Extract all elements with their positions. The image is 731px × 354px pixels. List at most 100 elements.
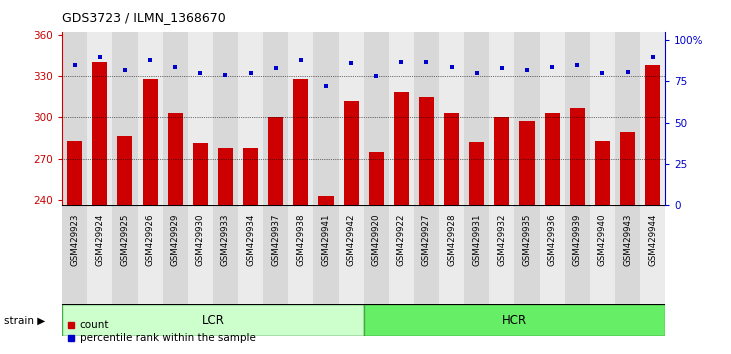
Bar [243, 148, 258, 205]
Text: GSM429933: GSM429933 [221, 213, 230, 266]
Bar [319, 196, 333, 205]
Text: GSM429922: GSM429922 [397, 213, 406, 266]
Bar [62, 205, 87, 304]
Bar [615, 32, 640, 205]
Bar [162, 32, 188, 205]
Bar [515, 32, 539, 205]
Bar [113, 32, 137, 205]
Bar [439, 205, 464, 304]
Text: GDS3723 / ILMN_1368670: GDS3723 / ILMN_1368670 [62, 11, 226, 24]
Text: GSM429930: GSM429930 [196, 213, 205, 266]
Bar [87, 32, 113, 205]
Bar [545, 113, 560, 205]
Bar [364, 32, 389, 205]
Bar [389, 205, 414, 304]
Bar [464, 205, 489, 304]
Bar [263, 205, 288, 304]
Bar [293, 79, 308, 205]
Bar [113, 205, 137, 304]
Bar [118, 137, 132, 205]
Text: GSM429924: GSM429924 [95, 213, 105, 266]
Bar [494, 117, 510, 205]
Bar [640, 205, 665, 304]
Bar [288, 205, 314, 304]
Legend: count, percentile rank within the sample: count, percentile rank within the sample [67, 320, 256, 343]
Bar [288, 32, 314, 205]
Bar [62, 304, 364, 336]
Bar [67, 141, 83, 205]
Bar [188, 32, 213, 205]
Bar [218, 148, 233, 205]
Bar [469, 142, 484, 205]
Bar [439, 32, 464, 205]
Text: GSM429928: GSM429928 [447, 213, 456, 266]
Bar [539, 32, 564, 205]
Bar [238, 205, 263, 304]
Text: GSM429940: GSM429940 [598, 213, 607, 266]
Bar [640, 32, 665, 205]
Bar [414, 32, 439, 205]
Bar [263, 32, 288, 205]
Text: GSM429926: GSM429926 [145, 213, 154, 266]
Bar [419, 97, 434, 205]
Text: GSM429932: GSM429932 [497, 213, 507, 266]
Bar [564, 205, 590, 304]
Bar [539, 205, 564, 304]
Text: GSM429923: GSM429923 [70, 213, 79, 266]
Text: GSM429944: GSM429944 [648, 213, 657, 266]
Bar [213, 205, 238, 304]
Text: GSM429925: GSM429925 [121, 213, 129, 266]
Bar [167, 113, 183, 205]
Text: GSM429937: GSM429937 [271, 213, 280, 266]
Text: LCR: LCR [202, 314, 224, 327]
Text: HCR: HCR [502, 314, 527, 327]
Bar [615, 205, 640, 304]
Bar [520, 121, 534, 205]
Bar [137, 32, 163, 205]
Bar [87, 205, 113, 304]
Bar [489, 32, 515, 205]
Bar [444, 113, 459, 205]
Bar [188, 205, 213, 304]
Bar [268, 117, 284, 205]
Bar [338, 205, 364, 304]
Text: GSM429931: GSM429931 [472, 213, 481, 266]
Bar [92, 62, 107, 205]
Bar [162, 205, 188, 304]
Text: GSM429936: GSM429936 [548, 213, 556, 266]
Bar [238, 32, 263, 205]
Bar [590, 32, 615, 205]
Text: GSM429939: GSM429939 [573, 213, 582, 266]
Bar [314, 205, 338, 304]
Text: GSM429929: GSM429929 [171, 213, 180, 266]
Text: GSM429920: GSM429920 [372, 213, 381, 266]
Bar [464, 32, 489, 205]
Bar [564, 32, 590, 205]
Bar [364, 205, 389, 304]
Bar [137, 205, 163, 304]
Text: GSM429942: GSM429942 [346, 213, 355, 266]
Bar [314, 32, 338, 205]
Bar [344, 101, 359, 205]
Bar [338, 32, 364, 205]
Text: GSM429943: GSM429943 [623, 213, 632, 266]
Bar [394, 92, 409, 205]
Bar [414, 205, 439, 304]
Text: strain ▶: strain ▶ [4, 315, 45, 325]
Bar [389, 32, 414, 205]
Bar [193, 143, 208, 205]
Bar [368, 152, 384, 205]
Bar [143, 79, 158, 205]
Bar [489, 205, 515, 304]
Bar [590, 205, 615, 304]
Bar [213, 32, 238, 205]
Bar [645, 65, 660, 205]
Text: GSM429934: GSM429934 [246, 213, 255, 266]
Bar [620, 132, 635, 205]
Text: GSM429927: GSM429927 [422, 213, 431, 266]
Bar [364, 304, 665, 336]
Bar [569, 108, 585, 205]
Bar [515, 205, 539, 304]
Text: GSM429941: GSM429941 [322, 213, 330, 266]
Text: GSM429938: GSM429938 [296, 213, 306, 266]
